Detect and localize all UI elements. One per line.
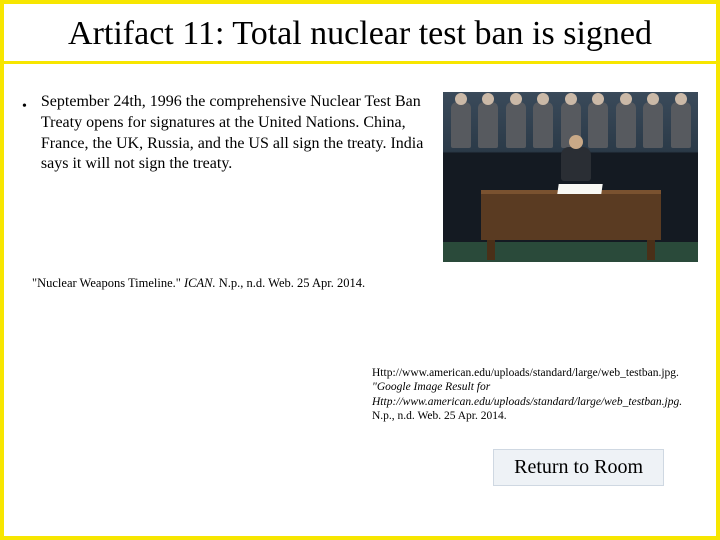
signing-photo — [443, 92, 698, 262]
bullet-text: September 24th, 1996 the comprehensive N… — [41, 92, 433, 175]
citation2-line-a: Http://www.american.edu/uploads/standard… — [372, 367, 679, 379]
photo-man-icon — [643, 102, 663, 148]
photo-man-icon — [533, 102, 553, 148]
citation-text-2: Http://www.american.edu/uploads/standard… — [372, 366, 702, 424]
image-container — [443, 92, 698, 262]
photo-man-icon — [478, 102, 498, 148]
citation1-prefix: "Nuclear Weapons Timeline." — [32, 276, 184, 290]
return-to-room-button[interactable]: Return to Room — [493, 449, 664, 486]
title-container: Artifact 11: Total nuclear test ban is s… — [4, 4, 716, 64]
photo-document — [557, 184, 602, 194]
photo-man-icon — [616, 102, 636, 148]
photo-man-icon — [671, 102, 691, 148]
photo-carpet — [443, 242, 698, 262]
citation-text-1: "Nuclear Weapons Timeline." ICAN. N.p., … — [4, 262, 716, 291]
photo-man-icon — [588, 102, 608, 148]
bullet-marker: • — [22, 92, 27, 119]
slide-title: Artifact 11: Total nuclear test ban is s… — [24, 14, 696, 53]
citation1-italic: ICAN. — [184, 276, 216, 290]
photo-desk — [481, 190, 661, 240]
citation1-suffix: N.p., n.d. Web. 25 Apr. 2014. — [216, 276, 365, 290]
photo-man-icon — [451, 102, 471, 148]
photo-man-icon — [506, 102, 526, 148]
content-row: • September 24th, 1996 the comprehensive… — [4, 64, 716, 262]
citation2-line-b: N.p., n.d. Web. 25 Apr. 2014. — [372, 410, 507, 422]
photo-signer — [561, 147, 591, 181]
slide: Artifact 11: Total nuclear test ban is s… — [4, 4, 716, 536]
bullet-block: • September 24th, 1996 the comprehensive… — [22, 92, 433, 175]
citation2-italic: "Google Image Result for Http://www.amer… — [372, 381, 682, 407]
